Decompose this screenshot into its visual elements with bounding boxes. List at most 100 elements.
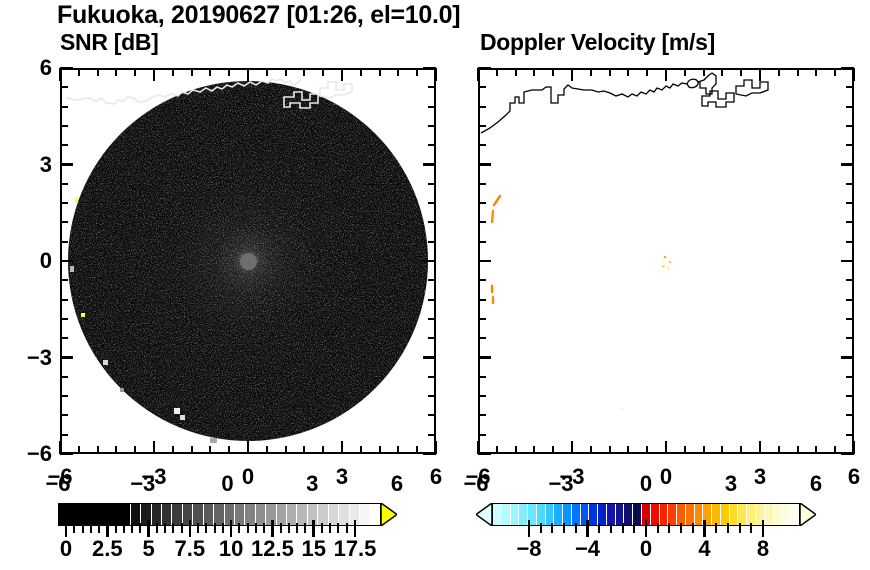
doppler-xtick-minor bbox=[815, 446, 818, 454]
snr-xtick-minor bbox=[77, 446, 80, 454]
snr-xtick-minor bbox=[265, 446, 268, 454]
doppler-ytick-minor-right bbox=[846, 298, 854, 301]
colorbar-cell bbox=[160, 504, 172, 525]
colorbar-cell bbox=[150, 504, 161, 525]
snr-ytick-minor-right bbox=[428, 240, 436, 243]
snr-colorbar-tick-minor bbox=[98, 523, 101, 533]
doppler-xtick-major-top bbox=[852, 68, 856, 81]
colorbar-cell bbox=[605, 504, 615, 525]
doppler-colorbar-tick-major bbox=[586, 520, 589, 537]
colorbar-cell bbox=[746, 504, 755, 525]
snr-panel-title: SNR [dB] bbox=[60, 29, 159, 55]
snr-xtick-major bbox=[58, 441, 62, 454]
doppler-ytick-minor bbox=[478, 105, 486, 108]
snr-colorbar-tick-minor bbox=[164, 523, 167, 533]
snr-ytick-minor-right bbox=[428, 86, 436, 89]
doppler-xlabel: 0 bbox=[659, 464, 673, 489]
colorbar-cell bbox=[535, 504, 545, 525]
doppler-ytick-major-right bbox=[841, 452, 854, 456]
doppler-colorbar-tick-minor bbox=[609, 523, 612, 533]
snr-ylabel: −3 bbox=[26, 344, 52, 370]
doppler-xtick-minor bbox=[721, 446, 724, 454]
snr-ylabel: 0 bbox=[39, 248, 52, 273]
doppler-plot-area[interactable] bbox=[478, 68, 854, 454]
snr-colorbar-tick-minor bbox=[122, 523, 125, 533]
snr-xtick-minor bbox=[171, 446, 174, 454]
colorbar-cell bbox=[338, 504, 349, 525]
doppler-ytick-major-right bbox=[841, 66, 854, 70]
snr-xlabel: 0 bbox=[241, 464, 255, 489]
doppler-colorbar-label: 4 bbox=[698, 536, 711, 561]
doppler-xlabel: 6 bbox=[847, 464, 861, 489]
snr-colorbar-tick-minor bbox=[73, 523, 76, 533]
doppler-xtick-minor-top bbox=[834, 68, 837, 76]
snr-xtick-minor-top bbox=[303, 68, 306, 76]
snr-colorbar-tick-minor bbox=[172, 523, 175, 533]
snr-xtick-minor bbox=[303, 446, 306, 454]
snr-ytick-minor bbox=[60, 375, 68, 378]
doppler-colorbar-tick-minor bbox=[668, 523, 671, 533]
snr-plot-area[interactable] bbox=[60, 68, 436, 454]
snr-xtick-minor-top bbox=[228, 68, 231, 76]
snr-xtick-minor bbox=[115, 446, 118, 454]
colorbar-cell bbox=[527, 504, 536, 525]
snr-colorbar-top-label: 6 bbox=[390, 471, 404, 496]
snr-colorbar-tick-major bbox=[147, 520, 150, 537]
snr-colorbar-label: 7.5 bbox=[174, 536, 206, 561]
doppler-xtick-minor bbox=[646, 446, 649, 454]
doppler-xtick-major-top bbox=[758, 68, 762, 81]
doppler-xtick-minor bbox=[777, 446, 780, 454]
colorbar-cell bbox=[553, 504, 563, 525]
snr-ytick-minor bbox=[60, 124, 68, 127]
radar-speckle bbox=[68, 81, 428, 441]
doppler-ytick-minor bbox=[478, 337, 486, 340]
colorbar-cell bbox=[649, 504, 659, 525]
doppler-xtick-minor-top bbox=[608, 68, 611, 76]
snr-ytick-minor bbox=[60, 202, 68, 205]
snr-xlabel: 6 bbox=[429, 464, 443, 489]
colorbar-cell bbox=[597, 504, 606, 525]
doppler-colorbar-tick-minor bbox=[563, 523, 566, 533]
doppler-xtick-minor-top bbox=[796, 68, 799, 76]
doppler-colorbar-top-label: 3 bbox=[724, 471, 738, 496]
doppler-colorbar-label: −8 bbox=[516, 536, 542, 561]
colorbar-cell bbox=[306, 504, 318, 525]
doppler-colorbar[interactable] bbox=[476, 503, 816, 526]
colorbar-cell bbox=[129, 504, 141, 525]
colorbar-cell bbox=[658, 504, 668, 525]
doppler-xtick-major bbox=[476, 441, 480, 454]
doppler-xtick-minor bbox=[495, 446, 498, 454]
snr-ytick-minor bbox=[60, 395, 68, 398]
snr-colorbar-tick-major bbox=[229, 520, 233, 537]
snr-ytick-major-right bbox=[423, 356, 436, 359]
doppler-colorbar-label: −4 bbox=[574, 536, 601, 561]
snr-bright-echoes bbox=[70, 198, 217, 443]
doppler-ytick-minor-right bbox=[846, 86, 854, 89]
colorbar-cell bbox=[171, 504, 182, 525]
doppler-ytick-minor-right bbox=[846, 240, 854, 243]
snr-ytick-minor-right bbox=[428, 182, 436, 185]
colorbar-cell bbox=[676, 504, 685, 525]
colorbar-cell bbox=[59, 504, 130, 525]
colorbar-cell bbox=[781, 504, 791, 525]
doppler-colorbar-top-label: 0 bbox=[639, 471, 653, 496]
colorbar-cell bbox=[327, 504, 339, 525]
doppler-xtick-minor bbox=[589, 446, 592, 454]
colorbar-cell bbox=[275, 504, 287, 525]
snr-ytick-minor-right bbox=[428, 202, 436, 205]
colorbar-cell bbox=[213, 504, 224, 525]
snr-ytick-minor bbox=[60, 221, 68, 224]
snr-ytick-minor-right bbox=[428, 375, 436, 378]
colorbar-cell bbox=[772, 504, 782, 525]
snr-xtick-major-top bbox=[152, 68, 156, 81]
snr-xtick-major-top bbox=[246, 68, 250, 81]
snr-colorbar-tick-major bbox=[188, 520, 192, 537]
snr-ytick-minor-right bbox=[428, 395, 436, 398]
doppler-xtick-minor-top bbox=[646, 68, 649, 76]
snr-ytick-minor bbox=[60, 105, 68, 108]
doppler-ytick-minor-right bbox=[846, 202, 854, 205]
colorbar-cell bbox=[202, 504, 214, 525]
doppler-xtick-minor bbox=[796, 446, 799, 454]
snr-colorbar[interactable] bbox=[58, 503, 398, 526]
snr-coastline-overlay bbox=[65, 78, 353, 109]
